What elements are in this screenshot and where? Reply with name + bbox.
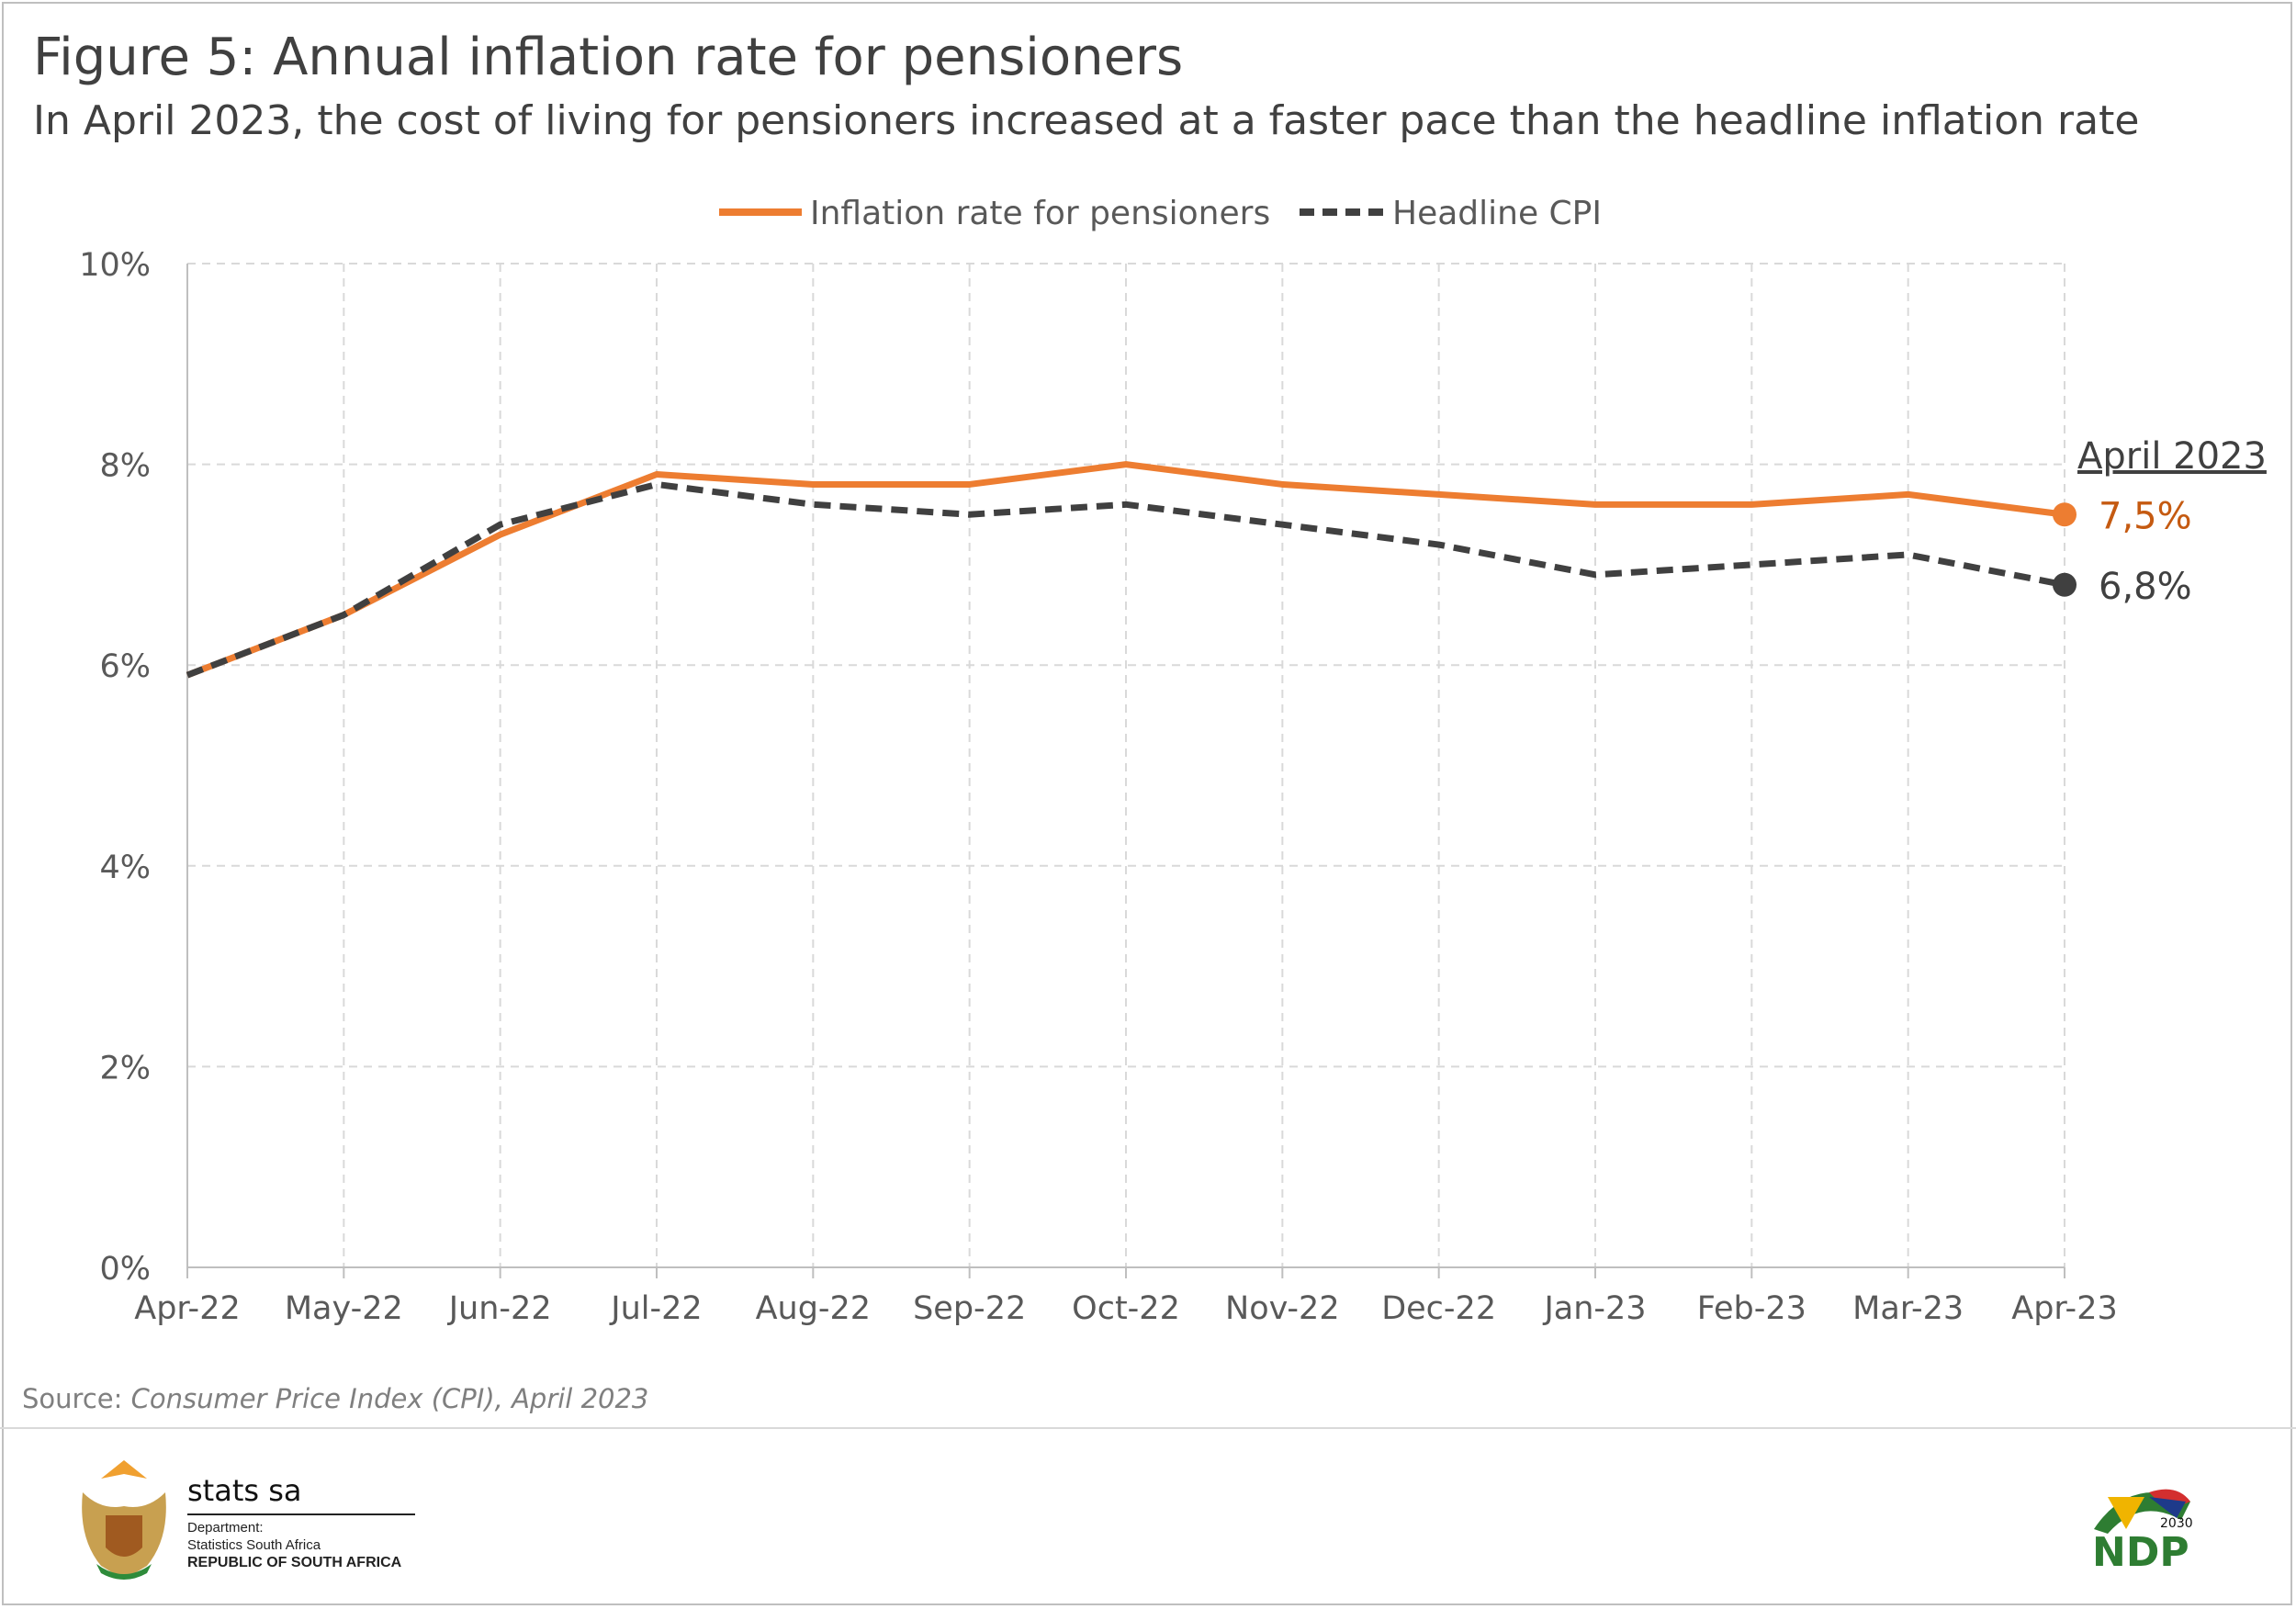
y-tick-label: 8%	[99, 448, 151, 485]
source-note: Source: Consumer Price Index (CPI), Apri…	[22, 1383, 648, 1414]
ndp-2030-logo: 2030 NDP	[2092, 1489, 2193, 1575]
x-tick-label: Apr-22	[134, 1290, 240, 1327]
axes: 0% 2% 4% 6% 8% 10% Apr-22 May-22 Jun-22 Jul-22 Aug…	[79, 247, 2118, 1327]
point-pensioners	[2053, 502, 2077, 527]
source-prefix: Source:	[22, 1383, 131, 1414]
chart-subtitle: In April 2023, the cost of living for pe…	[33, 97, 2140, 144]
annotations: April 2023 7,5% 6,8%	[2077, 435, 2267, 608]
grid	[187, 263, 2065, 1267]
x-tick-label: Oct-22	[1072, 1290, 1180, 1327]
x-tick-label: Nov-22	[1225, 1290, 1340, 1327]
legend-label-pensioners: Inflation rate for pensioners	[810, 195, 1270, 232]
y-tick-label: 0%	[99, 1251, 151, 1288]
x-tick-label: Feb-23	[1697, 1290, 1806, 1327]
ndp-text: NDP	[2092, 1529, 2189, 1575]
series-group	[186, 461, 2077, 679]
x-tick-label: Mar-23	[1852, 1290, 1964, 1327]
y-tick-label: 4%	[99, 850, 151, 886]
end-label-cpi: 6,8%	[2099, 566, 2192, 608]
org-name: stats sa	[187, 1473, 302, 1508]
x-tick-label: Jun-22	[447, 1290, 552, 1327]
x-tick-label: Jul-22	[609, 1290, 702, 1327]
x-tick-label: Jan-23	[1542, 1290, 1646, 1327]
dept-line-2: Statistics South Africa	[187, 1537, 321, 1553]
x-tick-label: May-22	[285, 1290, 403, 1327]
x-tick-label: Sep-22	[913, 1290, 1026, 1327]
coat-of-arms-logo	[82, 1460, 166, 1580]
org-department: Department: Statistics South Africa REPU…	[187, 1519, 401, 1571]
source-text: Consumer Price Index (CPI), April 2023	[130, 1383, 649, 1414]
footer-divider	[0, 1427, 2296, 1429]
chart-title: Figure 5: Annual inflation rate for pens…	[33, 28, 1184, 87]
end-label-pensioners: 7,5%	[2099, 495, 2192, 537]
point-headline-cpi	[2053, 572, 2077, 597]
dept-line-3: REPUBLIC OF SOUTH AFRICA	[187, 1555, 402, 1570]
x-tick-label: Aug-22	[756, 1290, 872, 1327]
dept-line-1: Department:	[187, 1520, 264, 1536]
legend: Inflation rate for pensioners Headline C…	[719, 195, 1602, 232]
line-pensioners	[186, 461, 2065, 679]
ndp-year: 2030	[2160, 1516, 2193, 1531]
y-tick-label: 2%	[99, 1050, 151, 1086]
y-tick-label: 6%	[99, 648, 151, 685]
org-underline	[187, 1513, 415, 1515]
legend-label-cpi: Headline CPI	[1392, 195, 1602, 232]
x-tick-label: Dec-22	[1381, 1290, 1496, 1327]
annotation-heading: April 2023	[2077, 435, 2267, 478]
y-tick-label: 10%	[79, 247, 151, 284]
x-tick-label: Apr-23	[2011, 1290, 2117, 1327]
line-chart: 0% 2% 4% 6% 8% 10% Apr-22 May-22 Jun-22 Jul-22 Aug…	[79, 195, 2267, 1327]
